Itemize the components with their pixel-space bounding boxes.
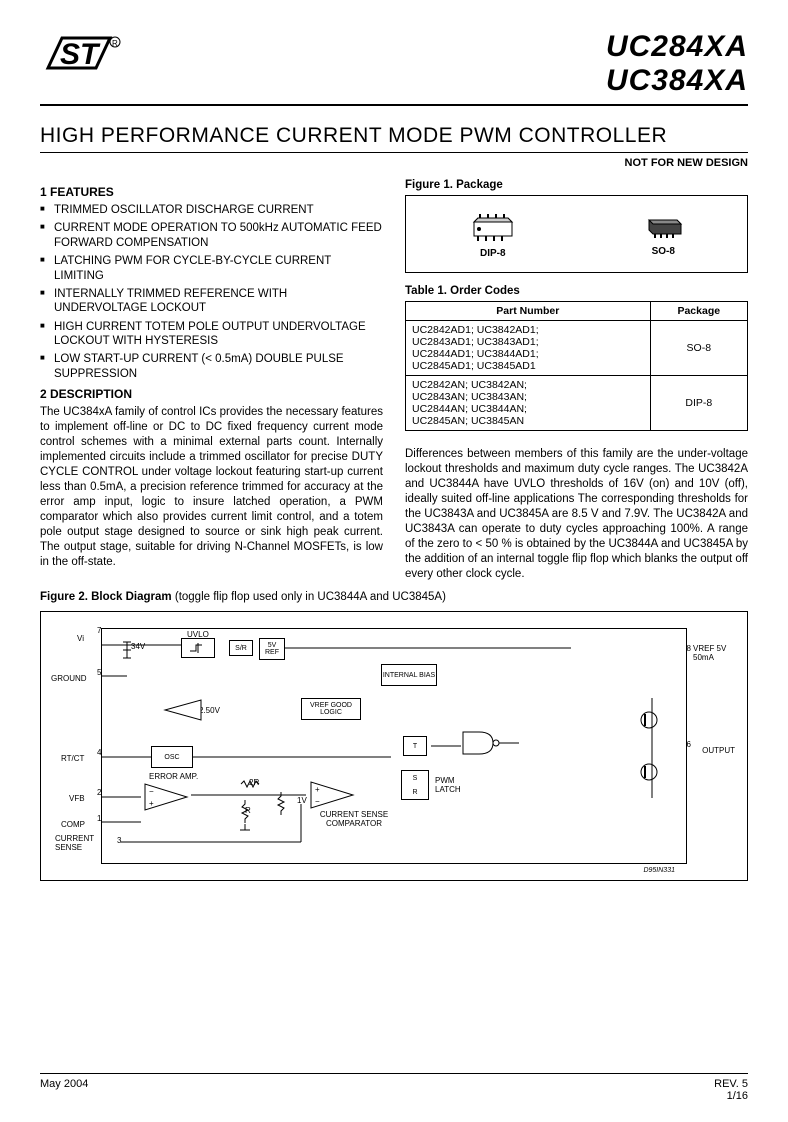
feature-item: CURRENT MODE OPERATION TO 500kHz AUTOMAT… (40, 221, 383, 250)
part-numbers: UC284XA UC384XA (606, 30, 748, 98)
cell-package: SO-8 (650, 321, 747, 376)
block-diagram: 7 Vi 5 GROUND 4 RT/CT 2 VFB 1 COMP 3 CUR… (40, 611, 748, 881)
part-number-1: UC284XA (606, 30, 748, 64)
so8-icon (641, 212, 685, 242)
wiring-icon (41, 612, 747, 880)
diagram-code: D95IN331 (643, 867, 675, 874)
package-label: DIP-8 (480, 248, 506, 259)
col-package: Package (650, 302, 747, 321)
left-column: 1 FEATURES TRIMMED OSCILLATOR DISCHARGE … (40, 179, 383, 581)
content-columns: 1 FEATURES TRIMMED OSCILLATOR DISCHARGE … (40, 179, 748, 581)
features-heading: 1 FEATURES (40, 185, 383, 199)
dip8-icon (468, 210, 518, 244)
table1-label: Table 1. Order Codes (405, 285, 748, 297)
features-list: TRIMMED OSCILLATOR DISCHARGE CURRENT CUR… (40, 203, 383, 381)
cell-parts: UC2842AD1; UC3842AD1; UC2843AD1; UC3843A… (406, 321, 651, 376)
figure1-label: Figure 1. Package (405, 179, 748, 191)
description-para-1: The UC384xA family of control ICs provid… (40, 405, 383, 569)
package-label: SO-8 (652, 246, 675, 257)
feature-item: LATCHING PWM FOR CYCLE-BY-CYCLE CURRENT … (40, 254, 383, 283)
package-so8: SO-8 (641, 212, 685, 257)
cell-package: DIP-8 (650, 376, 747, 431)
svg-text:ST: ST (60, 38, 101, 71)
figure2-label: Figure 2. Block Diagram (toggle flip flo… (40, 591, 748, 603)
package-dip8: DIP-8 (468, 210, 518, 259)
st-logo: ST R (40, 30, 130, 80)
order-codes-table: Part Number Package UC2842AD1; UC3842AD1… (405, 301, 748, 431)
design-notice: NOT FOR NEW DESIGN (40, 157, 748, 169)
footer-page: 1/16 (714, 1090, 748, 1102)
description-para-2: Differences between members of this fami… (405, 447, 748, 581)
fig2-title: Figure 2. Block Diagram (40, 591, 172, 603)
table-header-row: Part Number Package (406, 302, 748, 321)
svg-text:R: R (112, 39, 118, 48)
col-part-number: Part Number (406, 302, 651, 321)
package-figure: DIP-8 SO-8 (405, 195, 748, 273)
feature-item: INTERNALLY TRIMMED REFERENCE WITH UNDERV… (40, 287, 383, 316)
header: ST R UC284XA UC384XA (40, 30, 748, 106)
fig2-note: (toggle flip flop used only in UC3844A a… (175, 591, 446, 603)
footer-date: May 2004 (40, 1078, 88, 1102)
feature-item: TRIMMED OSCILLATOR DISCHARGE CURRENT (40, 203, 383, 217)
footer-right: REV. 5 1/16 (714, 1078, 748, 1102)
description-heading: 2 DESCRIPTION (40, 387, 383, 401)
table-row: UC2842AN; UC3842AN; UC2843AN; UC3843AN; … (406, 376, 748, 431)
right-column: Figure 1. Package DIP-8 (405, 179, 748, 581)
table-row: UC2842AD1; UC3842AD1; UC2843AD1; UC3843A… (406, 321, 748, 376)
part-number-2: UC384XA (606, 64, 748, 98)
page-footer: May 2004 REV. 5 1/16 (40, 1073, 748, 1102)
main-title: HIGH PERFORMANCE CURRENT MODE PWM CONTRO… (40, 124, 748, 153)
cell-parts: UC2842AN; UC3842AN; UC2843AN; UC3843AN; … (406, 376, 651, 431)
feature-item: LOW START-UP CURRENT (< 0.5mA) DOUBLE PU… (40, 352, 383, 381)
feature-item: HIGH CURRENT TOTEM POLE OUTPUT UNDERVOLT… (40, 320, 383, 349)
footer-rev: REV. 5 (714, 1078, 748, 1090)
